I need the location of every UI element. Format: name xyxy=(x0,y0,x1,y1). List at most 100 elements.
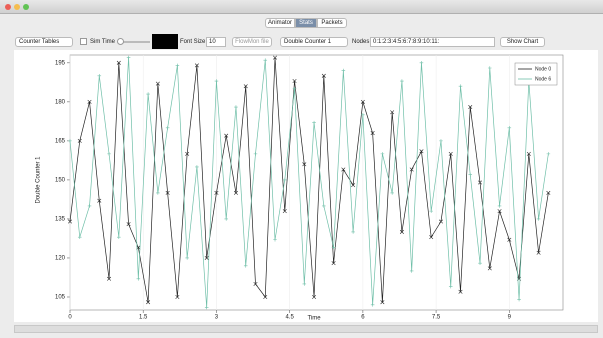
point-marker xyxy=(156,191,160,195)
point-marker xyxy=(126,55,131,60)
point-marker xyxy=(517,297,521,302)
point-marker xyxy=(438,219,443,224)
tab[interactable]: Packets xyxy=(317,18,347,28)
point-marker xyxy=(468,105,473,110)
point-marker xyxy=(107,152,111,156)
point-marker xyxy=(224,217,228,221)
point-marker xyxy=(487,266,492,271)
point-marker xyxy=(351,183,356,188)
point-marker xyxy=(146,300,151,305)
point-marker xyxy=(224,133,229,138)
tab[interactable]: Animator xyxy=(265,18,295,28)
point-marker xyxy=(321,73,326,78)
point-marker xyxy=(448,284,453,289)
minimize-button[interactable] xyxy=(14,3,20,10)
point-marker xyxy=(194,63,199,68)
point-marker xyxy=(87,204,92,208)
point-marker xyxy=(399,229,404,234)
y-tick-label: 120 xyxy=(55,256,66,262)
y-tick-label: 165 xyxy=(55,138,66,144)
point-marker xyxy=(409,167,414,172)
point-marker xyxy=(272,55,278,60)
point-marker xyxy=(536,217,541,221)
point-marker xyxy=(458,84,463,89)
point-marker xyxy=(419,61,424,65)
point-marker xyxy=(322,204,326,208)
point-marker xyxy=(214,190,219,195)
chart: Time Double Counter 1 105 120 135 150 165 180… xyxy=(14,50,598,322)
point-marker xyxy=(263,58,268,63)
point-marker xyxy=(400,79,404,83)
point-marker xyxy=(370,302,375,307)
checkbox[interactable] xyxy=(80,38,87,45)
legend-label: Node 6 xyxy=(535,76,551,82)
counter-select[interactable]: Double Counter 1 xyxy=(280,37,348,47)
point-marker xyxy=(292,79,297,84)
point-marker xyxy=(253,281,258,286)
point-marker xyxy=(263,294,268,300)
scrollbar[interactable] xyxy=(14,325,598,333)
slider-knob[interactable] xyxy=(117,38,124,45)
checkbox-label: Sim Time xyxy=(90,39,116,45)
point-marker xyxy=(282,178,287,182)
y-tick-label: 105 xyxy=(55,295,66,301)
point-marker xyxy=(409,269,414,273)
point-marker xyxy=(380,300,385,305)
point-marker xyxy=(478,180,483,185)
point-marker xyxy=(273,237,277,242)
series-line xyxy=(69,57,549,303)
point-marker xyxy=(361,113,365,117)
show-chart-button[interactable]: Show Chart xyxy=(500,37,545,47)
point-marker xyxy=(126,222,131,227)
legend-label: Node 0 xyxy=(535,66,551,72)
point-marker xyxy=(439,139,443,143)
y-tick-label: 180 xyxy=(55,99,66,105)
point-marker xyxy=(155,81,160,86)
point-marker xyxy=(185,151,190,156)
point-marker xyxy=(214,79,219,83)
point-marker xyxy=(234,105,238,109)
point-marker xyxy=(341,68,346,73)
point-marker xyxy=(370,131,375,136)
point-marker xyxy=(302,162,307,167)
font-size-label: Font Size xyxy=(180,39,206,45)
point-marker xyxy=(351,230,355,234)
table-select[interactable]: Counter Tables xyxy=(15,37,73,47)
flowmon-button[interactable]: FlowMon file xyxy=(232,37,272,47)
point-marker xyxy=(478,261,482,265)
point-marker xyxy=(233,190,238,195)
point-marker xyxy=(165,190,170,195)
slider[interactable] xyxy=(118,41,150,43)
point-marker xyxy=(419,149,424,154)
point-marker xyxy=(331,245,336,250)
point-marker xyxy=(497,204,502,208)
close-button[interactable] xyxy=(5,3,11,10)
point-marker xyxy=(312,120,316,125)
point-marker xyxy=(507,126,512,130)
x-tick-label: 3 xyxy=(215,315,219,321)
point-marker xyxy=(448,151,453,156)
x-tick-label: 6 xyxy=(361,315,365,321)
nodes-label: Nodes xyxy=(352,39,370,45)
point-marker xyxy=(429,235,434,240)
point-marker xyxy=(87,99,92,104)
point-marker xyxy=(77,138,82,143)
point-marker xyxy=(77,235,82,239)
point-marker xyxy=(175,63,180,68)
legend-box xyxy=(514,62,558,86)
x-tick-label: 1.5 xyxy=(139,315,148,321)
point-marker xyxy=(243,84,248,89)
point-marker xyxy=(331,261,336,266)
nodes-input[interactable]: 0:1:2:3:4:5:6:7:8:9:10:11: xyxy=(370,37,495,47)
zoom-button[interactable] xyxy=(23,3,29,10)
x-tick-label: 9 xyxy=(508,315,512,321)
point-marker xyxy=(292,87,297,91)
point-marker xyxy=(97,198,102,203)
point-marker xyxy=(302,282,307,286)
tab-active[interactable]: Stats xyxy=(295,18,317,28)
point-marker xyxy=(67,219,73,224)
point-marker xyxy=(204,255,209,260)
color-box[interactable] xyxy=(152,34,178,49)
point-marker xyxy=(204,305,209,310)
font-size-input[interactable]: 10 xyxy=(206,37,226,47)
